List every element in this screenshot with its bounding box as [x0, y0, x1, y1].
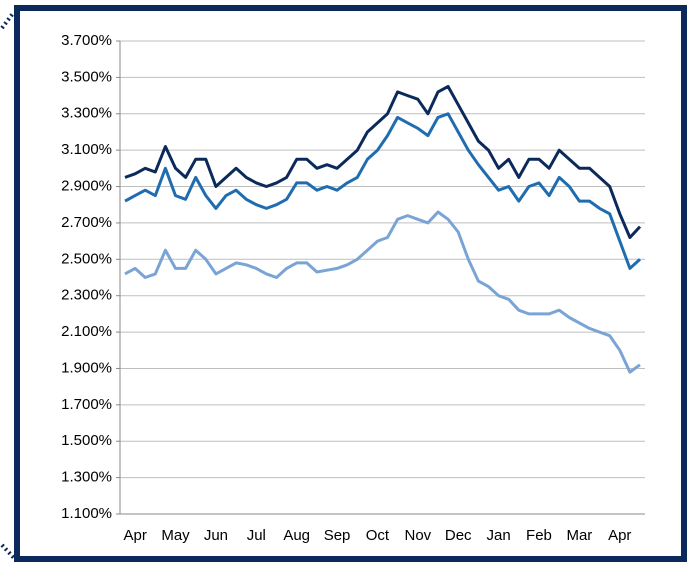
- x-tick-label: Dec: [445, 527, 472, 544]
- x-tick-label: Mar: [566, 527, 592, 544]
- y-tick-label: 3.100%: [61, 141, 112, 158]
- x-tick-label: Jul: [247, 527, 266, 544]
- y-tick-label: 2.900%: [61, 178, 112, 195]
- y-tick-label: 1.500%: [61, 432, 112, 449]
- x-tick-label: Oct: [366, 527, 390, 544]
- x-tick-label: Apr: [123, 527, 146, 544]
- x-tick-label: Nov: [404, 527, 431, 544]
- y-tick-label: 1.100%: [61, 505, 112, 522]
- corner-decoration: [0, 10, 16, 30]
- x-tick-label: Jan: [487, 527, 511, 544]
- y-tick-label: 1.900%: [61, 359, 112, 376]
- y-tick-label: 3.500%: [61, 68, 112, 85]
- frame: [14, 5, 687, 562]
- y-tick-label: 1.300%: [61, 469, 112, 486]
- y-tick-label: 3.300%: [61, 105, 112, 122]
- line-series: [124, 85, 642, 239]
- line-series: [124, 210, 641, 374]
- y-tick-label: 1.700%: [61, 396, 112, 413]
- y-tick-label: 2.500%: [61, 250, 112, 267]
- y-tick-label: 2.300%: [61, 287, 112, 304]
- line-series: [124, 112, 642, 270]
- x-tick-label: May: [161, 527, 190, 544]
- y-tick-label: 2.100%: [61, 323, 112, 340]
- x-tick-label: Apr: [608, 527, 631, 544]
- y-tick-label: 3.700%: [61, 32, 112, 49]
- corner-decoration: [0, 543, 16, 560]
- x-tick-label: Aug: [283, 527, 310, 544]
- y-tick-label: 2.700%: [61, 214, 112, 231]
- x-tick-label: Jun: [204, 527, 228, 544]
- x-tick-label: Feb: [526, 527, 552, 544]
- x-tick-label: Sep: [324, 527, 351, 544]
